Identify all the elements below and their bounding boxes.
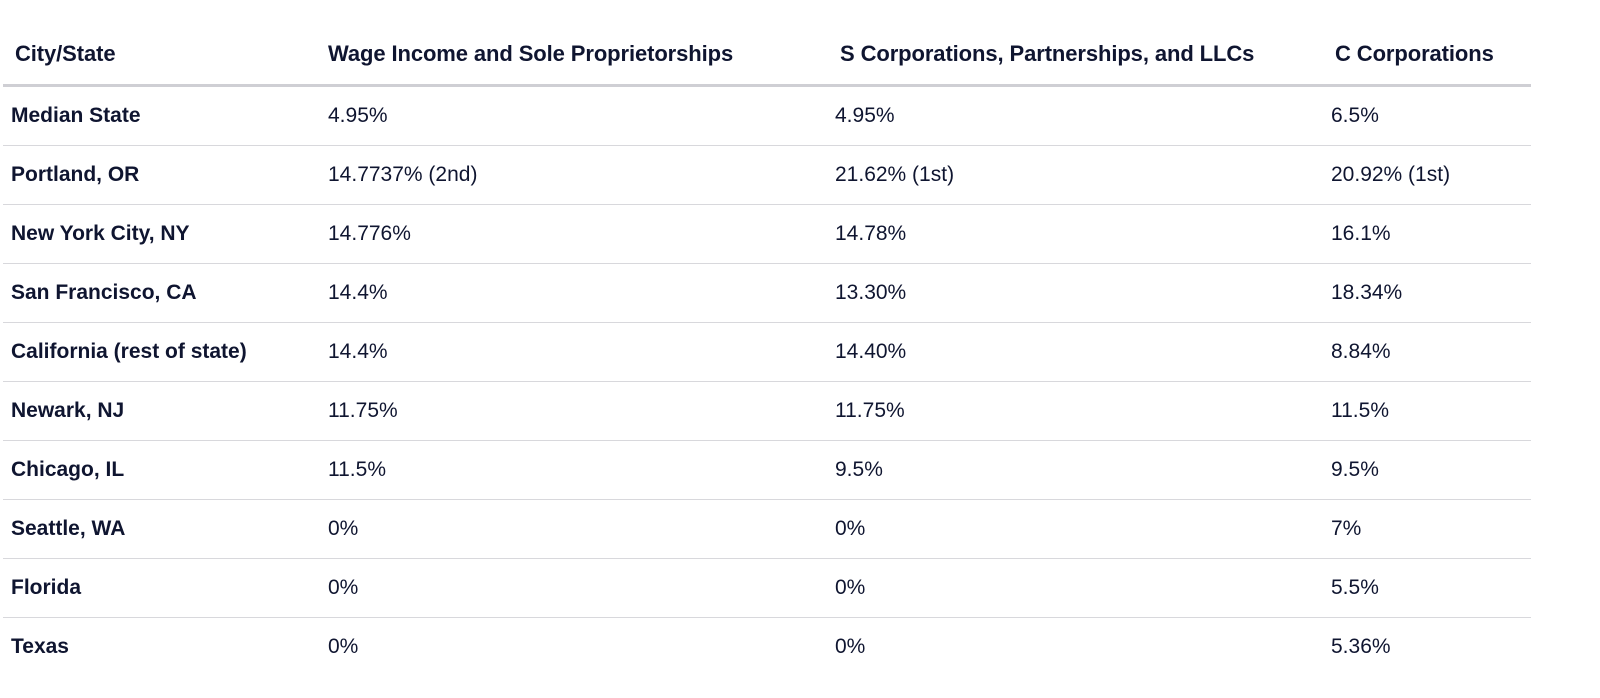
c-corp-cell: 5.36% bbox=[1331, 635, 1391, 658]
header-s-corporations: S Corporations, Partnerships, and LLCs bbox=[827, 24, 1323, 87]
wage-income-cell: 14.4% bbox=[321, 322, 827, 382]
c-corp-cell: 16.1% bbox=[1323, 204, 1531, 264]
table-row: San Francisco, CA 14.4% 13.30% 18.34% bbox=[3, 263, 1531, 323]
s-corp-cell: 0% bbox=[827, 499, 1323, 559]
wage-income-cell: 14.4% bbox=[321, 263, 827, 323]
wage-income-cell: 11.5% bbox=[321, 440, 827, 500]
c-corp-cell: 18.34% bbox=[1323, 263, 1531, 323]
header-row: City/State Wage Income and Sole Propriet… bbox=[3, 24, 1531, 87]
wage-income-cell: 0% bbox=[321, 499, 827, 559]
table-row: Newark, NJ 11.75% 11.75% 11.5% bbox=[3, 381, 1531, 441]
c-corp-cell: 8.84% bbox=[1323, 322, 1531, 382]
wage-income-cell: 14.776% bbox=[321, 204, 827, 264]
header-city-state: City/State bbox=[3, 24, 321, 87]
table-row: Chicago, IL 11.5% 9.5% 9.5% bbox=[3, 440, 1531, 500]
c-corp-cell: 7% bbox=[1323, 499, 1531, 559]
city-cell: Texas bbox=[11, 635, 69, 658]
header-wage-income: Wage Income and Sole Proprietorships bbox=[321, 24, 827, 87]
tax-rate-table-container: City/State Wage Income and Sole Propriet… bbox=[3, 24, 1531, 676]
s-corp-cell: 0% bbox=[827, 558, 1323, 618]
table-row: New York City, NY 14.776% 14.78% 16.1% bbox=[3, 204, 1531, 264]
c-corp-cell: 6.5% bbox=[1323, 85, 1531, 146]
table-row: Texas 0% 0% 5.36% bbox=[3, 618, 1531, 677]
header-c-corporations: C Corporations bbox=[1323, 24, 1531, 87]
table-row: Median State 4.95% 4.95% 6.5% bbox=[3, 85, 1531, 146]
s-corp-cell: 9.5% bbox=[827, 440, 1323, 500]
wage-income-cell: 4.95% bbox=[321, 85, 827, 146]
s-corp-cell: 21.62% (1st) bbox=[827, 145, 1323, 205]
city-cell: Newark, NJ bbox=[3, 381, 321, 441]
s-corp-cell: 0% bbox=[835, 635, 866, 658]
s-corp-cell: 13.30% bbox=[827, 263, 1323, 323]
table-body: Median State 4.95% 4.95% 6.5% Portland, … bbox=[3, 85, 1531, 677]
city-cell: Chicago, IL bbox=[3, 440, 321, 500]
table-row: Seattle, WA 0% 0% 7% bbox=[3, 499, 1531, 559]
city-cell: New York City, NY bbox=[3, 204, 321, 264]
city-cell: Seattle, WA bbox=[3, 499, 321, 559]
wage-income-cell: 11.75% bbox=[321, 381, 827, 441]
s-corp-cell: 14.78% bbox=[827, 204, 1323, 264]
city-cell: California (rest of state) bbox=[3, 322, 321, 382]
city-cell: San Francisco, CA bbox=[3, 263, 321, 323]
table-row: California (rest of state) 14.4% 14.40% … bbox=[3, 322, 1531, 382]
table-row: Portland, OR 14.7737% (2nd) 21.62% (1st)… bbox=[3, 145, 1531, 205]
c-corp-cell: 11.5% bbox=[1323, 381, 1531, 441]
wage-income-cell: 0% bbox=[321, 558, 827, 618]
s-corp-cell: 11.75% bbox=[827, 381, 1323, 441]
s-corp-cell: 14.40% bbox=[827, 322, 1323, 382]
city-cell: Median State bbox=[3, 85, 321, 146]
table-header: City/State Wage Income and Sole Propriet… bbox=[3, 24, 1531, 87]
c-corp-cell: 20.92% (1st) bbox=[1323, 145, 1531, 205]
wage-income-cell: 0% bbox=[328, 635, 359, 658]
wage-income-cell: 14.7737% (2nd) bbox=[321, 145, 827, 205]
tax-rate-table: City/State Wage Income and Sole Propriet… bbox=[3, 24, 1531, 676]
c-corp-cell: 5.5% bbox=[1323, 558, 1531, 618]
s-corp-cell: 4.95% bbox=[827, 85, 1323, 146]
table-row: Florida 0% 0% 5.5% bbox=[3, 558, 1531, 618]
city-cell: Portland, OR bbox=[3, 145, 321, 205]
city-cell: Florida bbox=[3, 558, 321, 618]
c-corp-cell: 9.5% bbox=[1323, 440, 1531, 500]
